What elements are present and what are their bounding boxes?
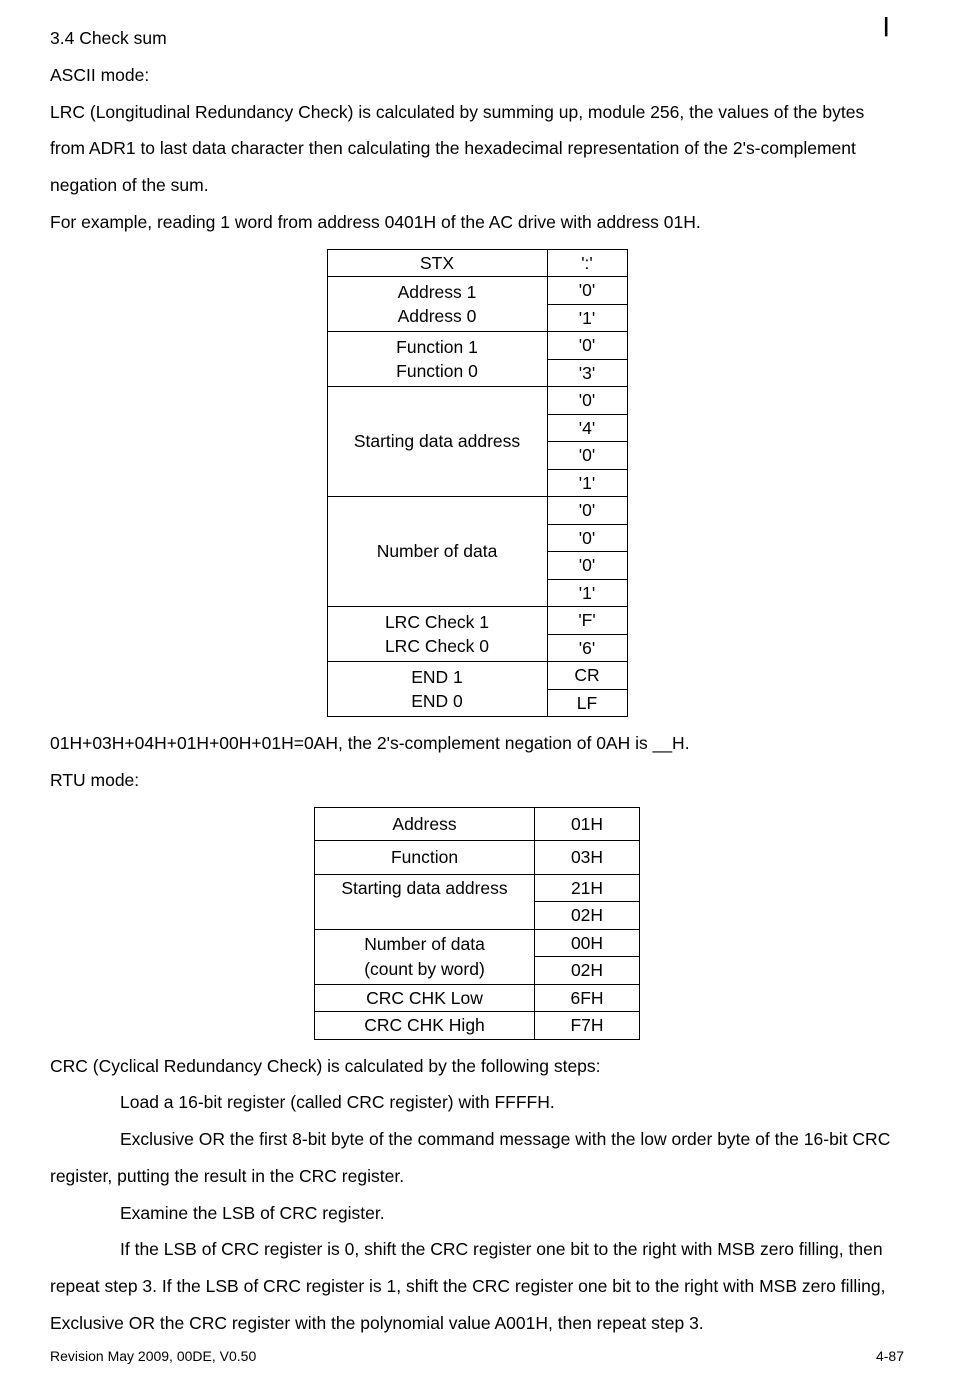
cell-value: LF	[547, 689, 627, 717]
para-lrc-calc: 01H+03H+04H+01H+00H+01H=0AH, the 2's-com…	[50, 725, 904, 762]
cell-label: Function 1 Function 0	[327, 332, 547, 387]
cell-text: END 0	[338, 689, 537, 714]
cell-label: Starting data address	[315, 874, 535, 929]
rtu-frame-table: Address 01H Function 03H Starting data a…	[314, 807, 640, 1040]
crc-step-2: Exclusive OR the first 8-bit byte of the…	[50, 1121, 904, 1195]
cell-value: 02H	[535, 902, 640, 930]
cell-text: Function 1	[338, 335, 537, 360]
cell-text: LRC Check 1	[338, 610, 537, 635]
cell-text: Function 0	[338, 359, 537, 384]
cell-text: (count by word)	[325, 957, 524, 982]
cell-text: Address 1	[338, 280, 537, 305]
cell-label: CRC CHK Low	[315, 984, 535, 1012]
cell-label: Function	[315, 841, 535, 875]
cell-label: Starting data address	[327, 387, 547, 497]
table-row: Function 1 Function 0 '0'	[327, 332, 627, 360]
cell-value: CR	[547, 662, 627, 690]
cell-value: '0'	[547, 497, 627, 525]
cell-label: LRC Check 1 LRC Check 0	[327, 607, 547, 662]
step2-text: Exclusive OR the first 8-bit byte of the…	[50, 1129, 890, 1186]
cell-value: 6FH	[535, 984, 640, 1012]
cell-text: Address 0	[338, 304, 537, 329]
cell-value: 01H	[535, 807, 640, 841]
cell-value: '1'	[547, 579, 627, 607]
table-row: Address 1 Address 0 '0'	[327, 277, 627, 305]
cell-value: '0'	[547, 277, 627, 305]
cell-value: '1'	[547, 469, 627, 497]
para-lrc-description: LRC (Longitudinal Redundancy Check) is c…	[50, 94, 904, 204]
heading-rtu-mode: RTU mode:	[50, 762, 904, 799]
cell-value: '0'	[547, 552, 627, 580]
para-crc-intro: CRC (Cyclical Redundancy Check) is calcu…	[50, 1048, 904, 1085]
cell-label: Number of data	[327, 497, 547, 607]
cell-label: END 1 END 0	[327, 662, 547, 717]
ascii-frame-table: STX ':' Address 1 Address 0 '0' '1' Func…	[327, 249, 628, 718]
crc-step-4: If the LSB of CRC register is 0, shift t…	[50, 1231, 904, 1341]
heading-check-sum: 3.4 Check sum	[50, 20, 904, 57]
cell-value: '0'	[547, 442, 627, 470]
table-row: Starting data address 21H	[315, 874, 640, 902]
table-row: Address 01H	[315, 807, 640, 841]
page-container: | 3.4 Check sum ASCII mode: LRC (Longitu…	[0, 0, 954, 1382]
table-row: END 1 END 0 CR	[327, 662, 627, 690]
cell-label: Number of data (count by word)	[315, 929, 535, 984]
table-row: LRC Check 1 LRC Check 0 'F'	[327, 607, 627, 635]
cell-text: LRC Check 0	[338, 634, 537, 659]
step4-text: If the LSB of CRC register is 0, shift t…	[50, 1239, 886, 1333]
cell-value: 02H	[535, 957, 640, 985]
cell-value: '0'	[547, 524, 627, 552]
table-row: Number of data (count by word) 00H	[315, 929, 640, 957]
cell-value: '3'	[547, 359, 627, 387]
cell-label: Address	[315, 807, 535, 841]
table-row: Number of data '0'	[327, 497, 627, 525]
crc-step-1: Load a 16-bit register (called CRC regis…	[50, 1084, 904, 1121]
table-row: STX ':'	[327, 249, 627, 277]
crc-step-3: Examine the LSB of CRC register.	[50, 1195, 904, 1232]
cell-text: Number of data	[325, 932, 524, 957]
cell-value: 00H	[535, 929, 640, 957]
cell-value: F7H	[535, 1012, 640, 1040]
cell-value: '0'	[547, 332, 627, 360]
cell-text: END 1	[338, 665, 537, 690]
para-example-intro: For example, reading 1 word from address…	[50, 204, 904, 241]
heading-ascii-mode: ASCII mode:	[50, 57, 904, 94]
cell-value: 03H	[535, 841, 640, 875]
top-right-mark: |	[883, 15, 889, 38]
cell-value: 21H	[535, 874, 640, 902]
cell-value: '0'	[547, 387, 627, 415]
cell-label: STX	[327, 249, 547, 277]
cell-value: '1'	[547, 304, 627, 332]
table-row: CRC CHK Low 6FH	[315, 984, 640, 1012]
cell-value: ':'	[547, 249, 627, 277]
cell-label: CRC CHK High	[315, 1012, 535, 1040]
table-row: Starting data address '0'	[327, 387, 627, 415]
cell-value: '6'	[547, 634, 627, 662]
cell-label: Address 1 Address 0	[327, 277, 547, 332]
table-row: CRC CHK High F7H	[315, 1012, 640, 1040]
cell-value: 'F'	[547, 607, 627, 635]
table-row: Function 03H	[315, 841, 640, 875]
cell-value: '4'	[547, 414, 627, 442]
